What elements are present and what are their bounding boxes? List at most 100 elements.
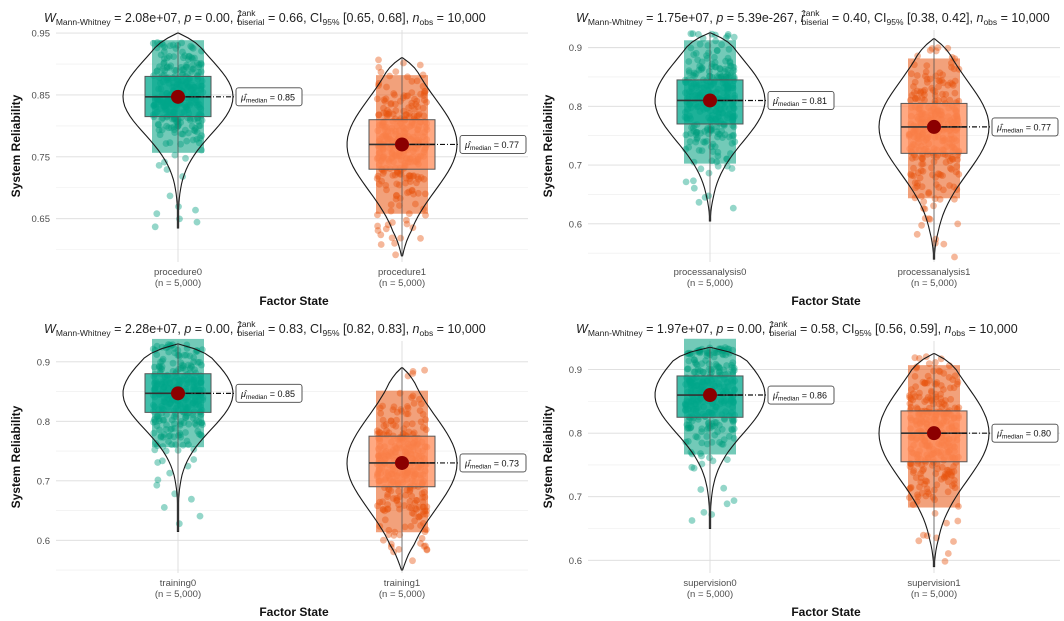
data-point [422, 542, 429, 550]
median-label-box [235, 87, 303, 107]
median-label: μ̂median = 0.77 [464, 140, 519, 152]
x-tick-label: supervision0 [683, 578, 736, 589]
median-dot [395, 137, 409, 152]
x-axis-label: Factor State [791, 294, 861, 308]
y-tick-label: 0.7 [569, 492, 582, 503]
data-point [950, 538, 957, 545]
median-dot [703, 388, 717, 403]
chart-svg: WMann-Whitney = 2.28e+07, p = 0.00, r̂ra… [9, 319, 528, 619]
y-tick-label: 0.6 [37, 536, 50, 547]
y-tick-label: 0.8 [569, 429, 582, 440]
data-point [697, 486, 705, 493]
data-point [932, 359, 939, 366]
data-point [932, 47, 940, 55]
data-point [153, 481, 161, 489]
data-point [690, 177, 697, 185]
subtitle-value: 10,000 [1011, 11, 1049, 25]
violin-outline [122, 343, 234, 532]
subtitle-value: [0.56, 0.59] [875, 322, 938, 336]
data-point [943, 519, 950, 527]
data-point [392, 68, 400, 75]
data-point [166, 192, 174, 200]
median-label-box [767, 91, 835, 110]
data-point [396, 531, 404, 539]
data-point [374, 222, 381, 230]
chart-panel-supervision: WMann-Whitney = 1.97e+07, p = 0.00, r̂ra… [532, 311, 1064, 621]
x-tick-count: (n = 5,000) [687, 589, 733, 600]
data-point [944, 550, 952, 557]
data-point [940, 240, 948, 248]
data-point [403, 216, 410, 224]
median-label-box [991, 423, 1059, 443]
data-point [931, 510, 939, 517]
data-point [423, 546, 431, 554]
subtitle-value: 10,000 [447, 11, 485, 25]
y-tick-label: 0.8 [569, 102, 582, 113]
y-tick-label: 0.6 [569, 556, 582, 567]
data-point [403, 220, 411, 228]
data-point [192, 206, 199, 214]
x-axis-label: Factor State [791, 605, 861, 619]
data-point [915, 537, 923, 545]
y-tick-label: 0.7 [37, 476, 50, 487]
median-label: μ̂median = 0.81 [772, 96, 827, 108]
chart-svg: WMann-Whitney = 1.97e+07, p = 0.00, r̂ra… [541, 319, 1060, 619]
median-label-value: 0.80 [1034, 429, 1052, 439]
violin-outline [346, 57, 458, 257]
subtitle-value: 0.40 [843, 11, 867, 25]
data-point [196, 512, 204, 520]
data-point [926, 47, 934, 54]
data-point [193, 218, 201, 226]
data-point [954, 220, 962, 228]
data-point [720, 484, 728, 492]
data-point [724, 32, 732, 40]
y-axis-label: System Reliability [9, 94, 23, 197]
data-point [941, 558, 949, 565]
data-point [182, 154, 189, 162]
chart-panel-procedure: WMann-Whitney = 2.08e+07, p = 0.00, r̂ra… [0, 0, 532, 310]
x-tick-count: (n = 5,000) [379, 589, 425, 600]
median-label-box [459, 453, 527, 473]
violin-outline [122, 32, 234, 229]
data-point [697, 165, 705, 173]
y-tick-label: 0.9 [569, 365, 582, 376]
x-tick-count: (n = 5,000) [379, 278, 425, 289]
data-point [700, 509, 708, 516]
data-point [423, 546, 431, 553]
data-point [417, 540, 424, 547]
data-point [151, 446, 159, 454]
subtitle-value: 1.75e+07 [657, 11, 710, 25]
median-label-value: 0.85 [278, 92, 296, 102]
subtitle-value: 2.08e+07 [125, 11, 178, 25]
y-tick-label: 0.9 [37, 357, 50, 368]
median-dot [927, 119, 941, 134]
x-tick-count: (n = 5,000) [155, 278, 201, 289]
median-label: μ̂median = 0.73 [464, 458, 519, 470]
data-point [918, 221, 925, 229]
data-point [724, 31, 732, 38]
data-point [389, 219, 396, 226]
y-tick-label: 0.9 [569, 43, 582, 54]
violin-outline [878, 353, 990, 568]
median-label-value: 0.81 [810, 96, 828, 106]
data-point [937, 355, 945, 363]
data-point [682, 178, 690, 186]
median-label-box [767, 385, 835, 405]
chart-panel-training: WMann-Whitney = 2.28e+07, p = 0.00, r̂ra… [0, 311, 532, 621]
violin-outline [654, 32, 766, 222]
data-point [920, 531, 927, 539]
data-point [377, 241, 385, 248]
median-label: μ̂median = 0.85 [240, 389, 295, 401]
data-point [161, 158, 168, 166]
y-tick-label: 0.7 [569, 161, 582, 172]
data-point [916, 355, 923, 362]
data-point [377, 231, 385, 239]
median-label-value: 0.77 [1034, 122, 1052, 132]
median-label-value: 0.85 [278, 389, 296, 399]
y-axis-label: System Reliability [9, 405, 23, 508]
data-point [387, 540, 395, 548]
data-point [688, 463, 696, 471]
x-axis-label: Factor State [259, 294, 329, 308]
data-point [911, 354, 919, 362]
data-point [154, 459, 162, 466]
